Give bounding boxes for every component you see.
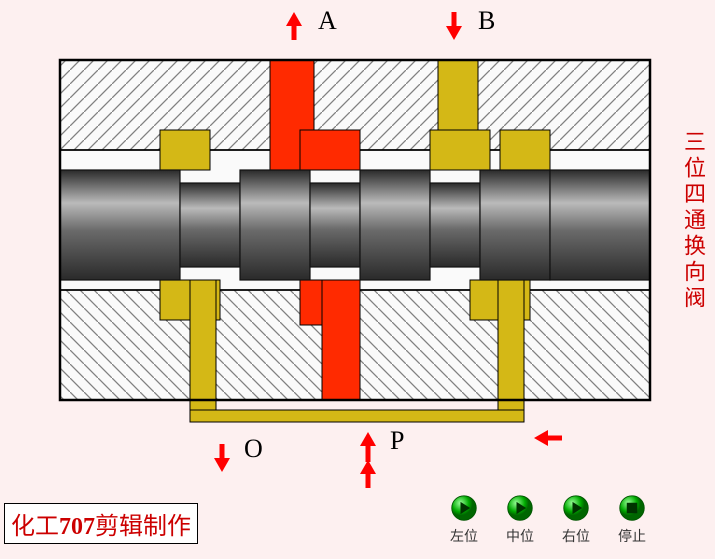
- control-label: 停止: [618, 526, 646, 546]
- control-stop[interactable]: 停止: [618, 494, 646, 546]
- play-icon: [562, 494, 590, 522]
- play-icon: [450, 494, 478, 522]
- port-label-o: O: [244, 434, 263, 464]
- credit-box: 化工707剪辑制作化工707剪辑制作: [4, 503, 198, 544]
- credit-text: 化工707剪辑制作化工707剪辑制作: [11, 514, 191, 540]
- valve-diagram: A B O P 三位四通换向阀: [0, 0, 715, 554]
- diagram-title-vertical: 三位四通换向阀: [677, 130, 709, 312]
- play-icon: [506, 494, 534, 522]
- port-label-b: B: [478, 6, 495, 36]
- stop-icon: [618, 494, 646, 522]
- control-label: 右位: [562, 526, 590, 546]
- control-label: 中位: [506, 526, 534, 546]
- control-right-pos[interactable]: 右位: [562, 494, 590, 546]
- valve-svg: [0, 0, 715, 554]
- controls-bar: 左位 中位 右位 停止: [450, 494, 646, 546]
- control-left-pos[interactable]: 左位: [450, 494, 478, 546]
- control-label: 左位: [450, 526, 478, 546]
- control-mid-pos[interactable]: 中位: [506, 494, 534, 546]
- port-label-p: P: [390, 426, 404, 456]
- port-label-a: A: [318, 6, 337, 36]
